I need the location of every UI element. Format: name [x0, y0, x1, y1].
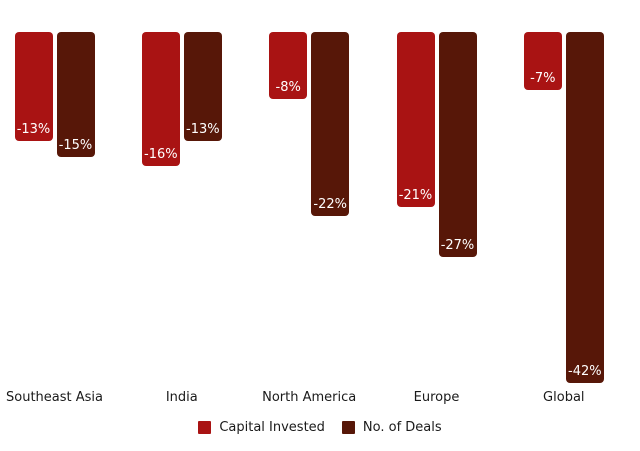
- bar-value-label: -42%: [568, 364, 602, 379]
- bar-europe-capital-invested: -21%: [396, 32, 435, 207]
- bar-value-label: -22%: [313, 197, 347, 212]
- bar-value-label: -13%: [16, 122, 51, 137]
- bar-india-no-of-deals: -13%: [183, 32, 222, 141]
- legend: Capital Invested No. of Deals: [0, 420, 640, 435]
- chart-plot-area: -13% -15% -16% -13% -8% -22% -21% -27% -7% -42%: [14, 32, 604, 383]
- category-label-europe: Europe: [413, 390, 460, 405]
- bar-global-no-of-deals: -42%: [565, 32, 604, 383]
- bar-value-label: -27%: [440, 238, 475, 253]
- legend-item-capital-invested: Capital Invested: [198, 420, 325, 435]
- bar-value-label: -16%: [144, 147, 178, 162]
- category-label-north-america: North America: [262, 390, 357, 405]
- legend-item-no-of-deals: No. of Deals: [341, 420, 442, 435]
- bar-europe-no-of-deals: -27%: [438, 32, 477, 257]
- category-label-india: India: [165, 390, 198, 405]
- bar-value-label: -7%: [530, 71, 556, 86]
- bar-value-label: -13%: [186, 122, 220, 137]
- bar-value-label: -15%: [58, 138, 93, 153]
- bar-india-capital-invested: -16%: [141, 32, 180, 166]
- bar-global-capital-invested: -7%: [523, 32, 562, 90]
- legend-label-no-of-deals: No. of Deals: [362, 420, 442, 435]
- legend-label-capital-invested: Capital Invested: [219, 420, 325, 435]
- category-label-global: Global: [543, 390, 585, 405]
- bar-north-america-capital-invested: -8%: [269, 32, 308, 99]
- bar-value-label: -8%: [275, 80, 301, 95]
- bar-southeast-asia-capital-invested: -13%: [14, 32, 53, 141]
- bar-southeast-asia-no-of-deals: -15%: [56, 32, 95, 157]
- bar-value-label: -21%: [398, 188, 433, 203]
- legend-swatch-capital-invested: [198, 421, 212, 434]
- legend-swatch-no-of-deals: [341, 421, 355, 434]
- category-label-southeast-asia: Southeast Asia: [6, 390, 103, 405]
- bar-north-america-no-of-deals: -22%: [311, 32, 350, 216]
